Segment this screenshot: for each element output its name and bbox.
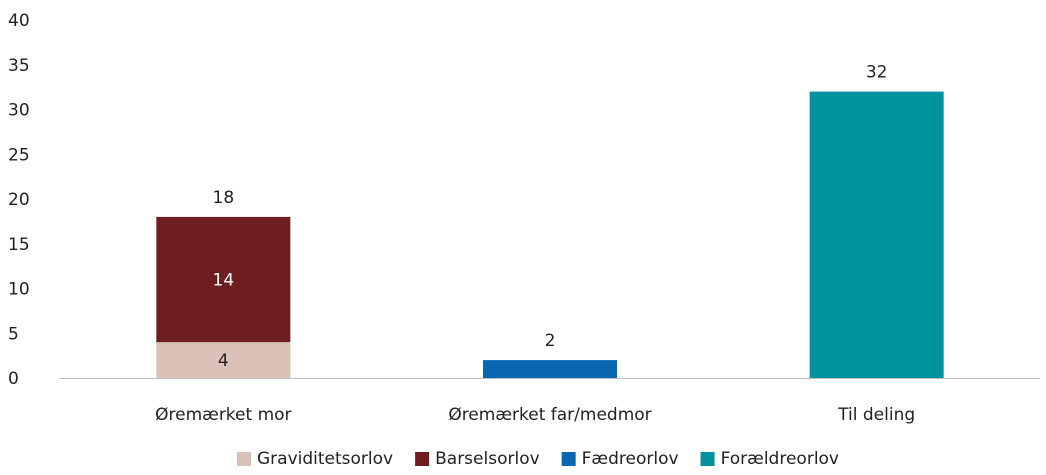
- y-tick-label: 5: [8, 324, 19, 344]
- total-data-label: 2: [545, 331, 556, 351]
- bar-segment: [156, 216, 291, 343]
- bar-segment: [483, 360, 617, 378]
- legend-item: Forældreorlov: [700, 449, 839, 469]
- segment-data-label: 4: [218, 351, 229, 371]
- legend-label: Graviditetsorlov: [257, 449, 393, 469]
- y-tick-label: 0: [8, 369, 19, 389]
- x-category-label: Øremærket far/medmor: [448, 405, 651, 425]
- x-category-label: Øremærket mor: [155, 405, 291, 425]
- total-data-label: 32: [866, 63, 888, 83]
- legend: Graviditetsorlov Barselsorlov Fædreorlov Fo…: [237, 449, 839, 469]
- legend-item: Graviditetsorlov: [237, 449, 393, 469]
- legend-label: Barselsorlov: [435, 449, 540, 469]
- legend-swatch: [237, 452, 251, 466]
- y-tick-label: 35: [8, 56, 30, 76]
- y-tick-label: 30: [8, 101, 30, 121]
- legend-label: Fædreorlov: [582, 449, 679, 469]
- y-tick-label: 40: [8, 11, 30, 31]
- legend-label: Forældreorlov: [721, 449, 839, 469]
- bar-segment: [156, 342, 291, 378]
- legend-item: Barselsorlov: [415, 449, 540, 469]
- y-tick-label: 20: [8, 190, 30, 210]
- legend-swatch: [415, 452, 430, 466]
- legend-item: Fædreorlov: [561, 449, 679, 469]
- segment-data-label: 14: [213, 271, 235, 291]
- bars: 4 14 18 2 32: [156, 63, 944, 378]
- legend-swatch: [561, 452, 576, 466]
- y-tick-label: 15: [8, 235, 30, 255]
- legend-swatch: [700, 452, 715, 466]
- bar-segment: [809, 91, 944, 378]
- x-category-label: Til deling: [837, 405, 915, 425]
- total-data-label: 18: [213, 188, 235, 208]
- y-axis-ticks: 0 5 10 15 20 25 30 35 40: [8, 11, 30, 389]
- category-labels: Øremærket mor Øremærket far/medmor Til del…: [155, 405, 915, 425]
- y-tick-label: 10: [8, 280, 30, 300]
- y-tick-label: 25: [8, 145, 30, 165]
